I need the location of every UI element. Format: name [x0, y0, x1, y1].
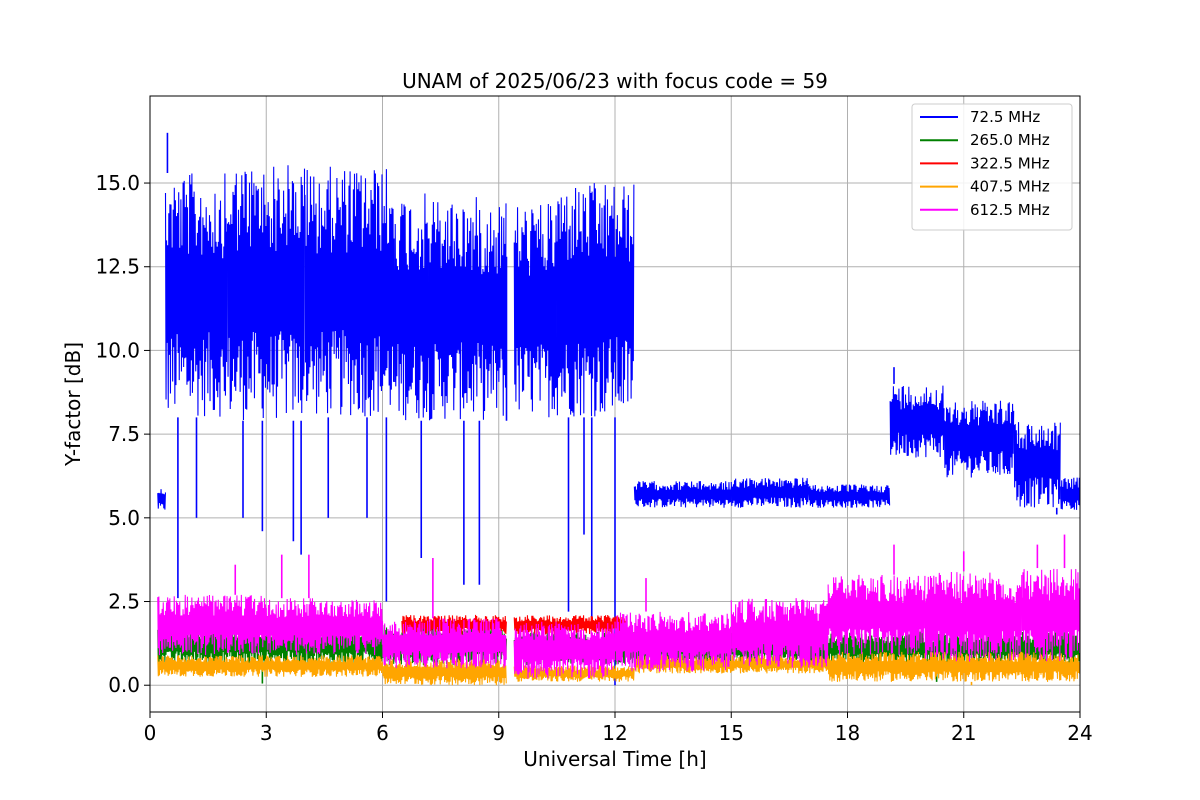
series-band [808, 484, 891, 508]
series-band [513, 203, 558, 418]
series-band [556, 183, 635, 417]
x-tick-label: 12 [602, 721, 627, 745]
legend: 72.5 MHz 265.0 MHz 322.5 MHz 407.5 MHz 612.5… [911, 103, 1073, 231]
x-tick-label: 15 [719, 721, 744, 745]
y-axis-title: Y-factor [dB] [61, 342, 85, 467]
series-band [513, 614, 627, 635]
series-band [513, 665, 635, 682]
y-axis: 0.0 2.5 5.0 7.5 10.0 12.5 15.0 [95, 171, 150, 697]
plot-data [157, 132, 1080, 686]
legend-label: 322.5 MHz [970, 154, 1050, 172]
series-band [265, 598, 383, 656]
x-tick-label: 18 [835, 721, 860, 745]
y-tick-label: 12.5 [95, 255, 140, 279]
x-tick-label: 9 [492, 721, 505, 745]
series-band [428, 197, 507, 421]
series-band [1021, 568, 1080, 662]
y-tick-label: 10.0 [95, 338, 140, 362]
series-band [226, 165, 306, 421]
x-tick-label: 24 [1067, 721, 1092, 745]
series-band [381, 618, 507, 669]
series-band [924, 572, 1023, 662]
series-407_5-MHz [157, 651, 1080, 686]
x-tick-label: 3 [260, 721, 273, 745]
series-band [157, 655, 383, 677]
series-band [304, 166, 395, 417]
legend-label: 72.5 MHz [970, 108, 1040, 126]
legend-label: 612.5 MHz [970, 201, 1050, 219]
y-tick-label: 15.0 [95, 171, 140, 195]
series-band [513, 621, 616, 679]
series-band [827, 574, 926, 656]
y-tick-label: 7.5 [108, 422, 140, 446]
series-band [381, 658, 507, 686]
series-band [157, 489, 166, 510]
series-band [1013, 422, 1061, 508]
x-tick-label: 21 [951, 721, 976, 745]
series-band [1060, 477, 1080, 510]
x-tick-label: 6 [376, 721, 389, 745]
series-band [827, 651, 1080, 682]
series-band [633, 481, 732, 508]
y-tick-label: 5.0 [108, 506, 140, 530]
series-band [614, 611, 732, 672]
series-612_5-MHz [157, 534, 1080, 679]
series-band [633, 655, 829, 674]
legend-label: 407.5 MHz [970, 178, 1050, 196]
series-band [730, 598, 829, 669]
series-72_5-MHz [157, 132, 1080, 686]
y-tick-label: 2.5 [108, 590, 140, 614]
series-band [943, 400, 1015, 478]
x-axis-title: Universal Time [h] [523, 747, 706, 771]
series-band [164, 173, 228, 417]
series-band [730, 477, 809, 508]
legend-box [911, 103, 1073, 231]
legend-label: 265.0 MHz [970, 131, 1050, 149]
x-axis: 0 3 6 9 12 15 18 21 24 [144, 712, 1093, 745]
series-band [393, 193, 430, 421]
chart-title: UNAM of 2025/06/23 with focus code = 59 [402, 69, 828, 93]
x-tick-label: 0 [144, 721, 157, 745]
y-tick-label: 0.0 [108, 673, 140, 697]
series-band [157, 594, 267, 656]
series-band [889, 385, 945, 458]
